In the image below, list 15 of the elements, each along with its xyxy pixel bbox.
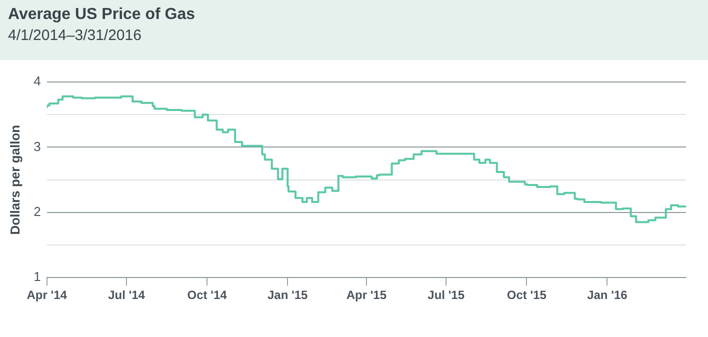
y-axis-title: Dollars per gallon	[7, 124, 22, 235]
x-tick-label: Jan '15	[268, 288, 308, 302]
y-tick-label: 3	[34, 138, 41, 154]
y-tick-label: 4	[34, 74, 41, 89]
x-tick-label: Oct '14	[187, 288, 228, 302]
x-tick-label: Apr '15	[346, 288, 387, 302]
x-tick-label: Oct '15	[506, 288, 547, 302]
chart-subtitle: 4/1/2014–3/31/2016	[8, 27, 142, 44]
y-tick-label: 1	[34, 269, 41, 284]
x-tick-label: Jul '14	[108, 288, 146, 302]
x-tick-label: Jul '15	[428, 288, 465, 302]
x-tick-label: Apr '14	[26, 288, 68, 302]
y-tick-label: 2	[34, 204, 41, 219]
x-tick-label: Jan '16	[587, 288, 628, 302]
chart-title: Average US Price of Gas	[8, 6, 196, 24]
